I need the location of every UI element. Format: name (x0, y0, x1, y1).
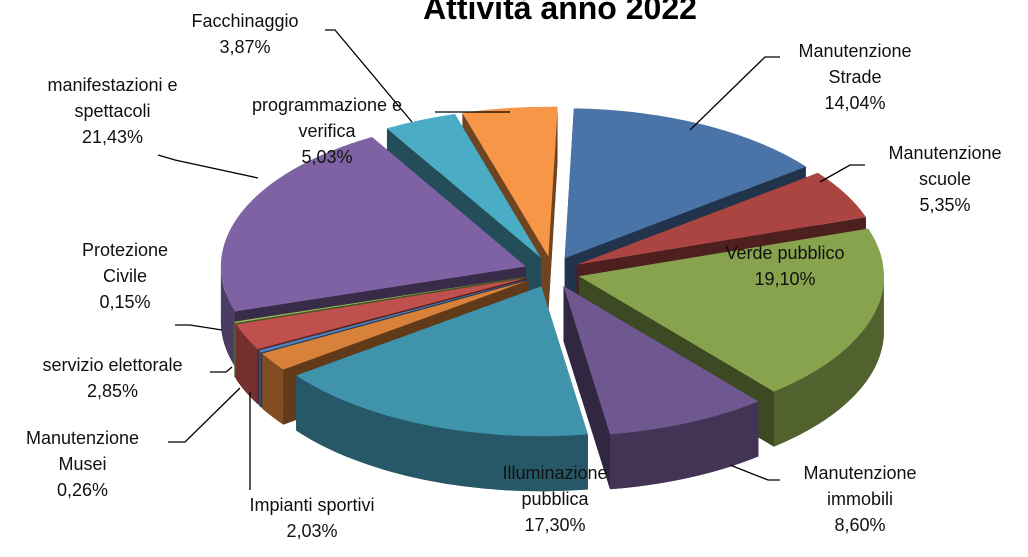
category-label: manifestazioni e spettacoli (47, 75, 178, 121)
slice (236, 278, 527, 350)
category-label: servizio elettorale (42, 355, 183, 375)
category-label: Facchinaggio (191, 11, 299, 31)
category-label: Manutenzione Strade (798, 41, 912, 87)
value-label: 5,03% (301, 147, 353, 167)
category-label: Manutenzione immobili (803, 463, 917, 509)
slice-side (236, 324, 258, 405)
slice (234, 276, 526, 324)
slice-label: programmazione e verifica 5,03% (222, 92, 432, 170)
chart-title: Attività anno 2022 (423, 0, 697, 26)
slice-side (296, 375, 588, 492)
slice-label: servizio elettorale 2,85% (0, 352, 225, 404)
slice (462, 106, 558, 257)
slice-side (258, 350, 262, 408)
value-label: 19,10% (754, 269, 816, 289)
slice (296, 286, 588, 437)
value-label: 14,04% (824, 93, 886, 113)
value-label: 0,15% (99, 292, 151, 312)
leader-line (168, 387, 241, 443)
value-label: 0,26% (56, 480, 109, 500)
leader-line (325, 29, 413, 123)
slice (262, 280, 529, 370)
value-label: 2,03% (286, 521, 338, 541)
slice (386, 113, 541, 258)
leader-line (689, 56, 780, 131)
slice-label: manifestazioni e spettacoli 21,43% (20, 72, 205, 150)
slice (220, 136, 526, 312)
value-label: 2,85% (86, 381, 139, 401)
slice-label: Manutenzione scuole 5,35% (880, 140, 1010, 218)
slice-label: Verde pubblico 19,10% (685, 240, 885, 292)
slice-side (262, 353, 284, 425)
value-label: 17,30% (524, 515, 586, 535)
slice-label: Manutenzione Strade 14,04% (790, 38, 920, 116)
leader-line (210, 366, 233, 373)
value-label: 5,35% (919, 195, 971, 215)
value-label: 8,60% (834, 515, 886, 535)
slice (576, 172, 866, 265)
slice-side (610, 401, 759, 490)
slice-label: Facchinaggio 3,87% (170, 8, 320, 60)
value-label: 21,43% (81, 127, 144, 147)
slice (564, 108, 806, 259)
category-label: Manutenzione scuole (888, 143, 1002, 189)
leader-line (819, 164, 865, 183)
slice-label: Impianti sportivi 2,03% (212, 492, 412, 544)
category-label: Verde pubblico (725, 243, 845, 263)
slice-side (234, 321, 236, 379)
value-label: 3,87% (219, 37, 271, 57)
slice-label: Illuminazione pubblica 17,30% (480, 460, 630, 538)
slice-wall (548, 106, 558, 312)
slice-side (773, 276, 884, 447)
category-label: Impianti sportivi (249, 495, 375, 515)
category-label: Protezione Civile (81, 240, 169, 286)
slice-label: Manutenzione immobili 8,60% (775, 460, 945, 538)
leader-line (729, 464, 780, 481)
slice (563, 286, 759, 435)
slice-side (220, 266, 235, 367)
slice-label: Protezione Civile 0,15% (70, 237, 180, 315)
category-label: programmazione e verifica (251, 95, 403, 141)
category-label: Illuminazione pubblica (502, 463, 608, 509)
leader-line (175, 324, 223, 331)
slice-wall (563, 286, 611, 490)
slice (258, 279, 528, 353)
leader-line (157, 154, 259, 179)
category-label: Manutenzione Musei (25, 428, 140, 474)
slice-label: Manutenzione Musei 0,26% (0, 425, 165, 503)
slice (578, 228, 884, 392)
